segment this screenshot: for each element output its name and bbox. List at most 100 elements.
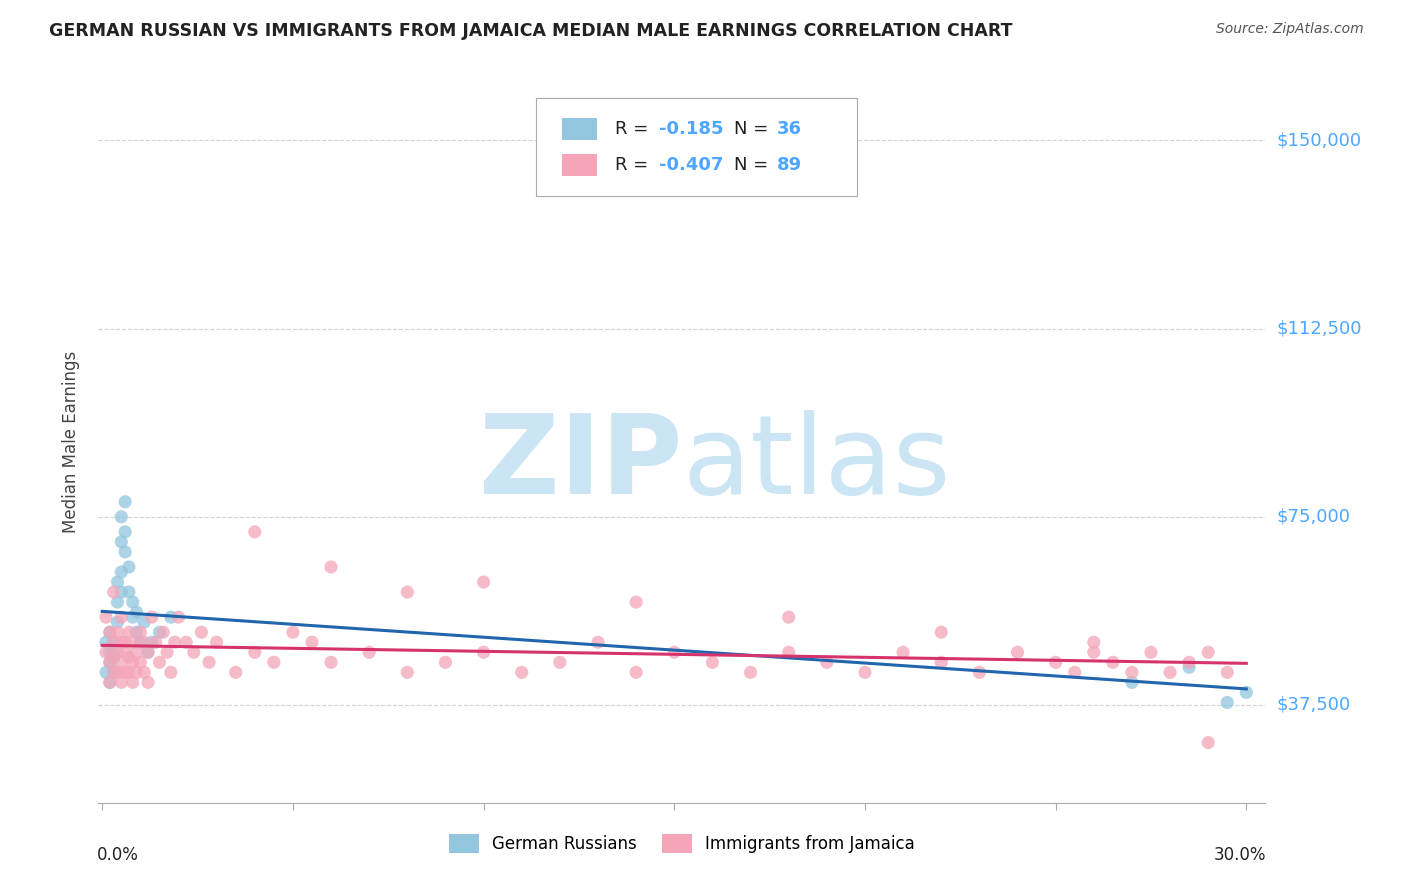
Point: [624, 595, 647, 609]
Point: [110, 509, 132, 524]
Point: [129, 635, 152, 649]
Point: [118, 560, 141, 574]
Text: N =: N =: [734, 120, 775, 137]
Point: [114, 645, 136, 659]
FancyBboxPatch shape: [536, 98, 858, 196]
Point: [136, 645, 159, 659]
Point: [1121, 675, 1143, 690]
Point: [1007, 645, 1029, 659]
Point: [121, 635, 143, 649]
Point: [160, 665, 183, 680]
Text: -0.407: -0.407: [658, 156, 723, 174]
Point: [1197, 735, 1219, 749]
Point: [163, 635, 186, 649]
Point: [929, 655, 952, 669]
Point: [110, 585, 132, 599]
FancyBboxPatch shape: [562, 118, 596, 139]
Point: [107, 574, 129, 589]
Point: [740, 665, 762, 680]
Point: [160, 610, 183, 624]
Text: atlas: atlas: [682, 409, 950, 516]
Point: [1083, 635, 1105, 649]
Point: [205, 635, 228, 649]
Point: [1102, 655, 1125, 669]
Point: [301, 635, 323, 649]
Point: [103, 585, 125, 599]
Point: [1083, 645, 1105, 659]
Point: [145, 635, 167, 649]
Point: [114, 524, 136, 539]
Point: [121, 595, 143, 609]
Point: [110, 534, 132, 549]
Point: [118, 585, 141, 599]
Point: [815, 655, 838, 669]
Point: [107, 665, 129, 680]
Point: [434, 655, 457, 669]
Legend: German Russians, Immigrants from Jamaica: German Russians, Immigrants from Jamaica: [441, 827, 922, 860]
Text: R =: R =: [616, 120, 654, 137]
Point: [94, 665, 117, 680]
Point: [148, 625, 170, 640]
Text: R =: R =: [616, 156, 654, 174]
Point: [110, 610, 132, 624]
Point: [121, 655, 143, 669]
Text: $150,000: $150,000: [1277, 131, 1361, 150]
Point: [472, 574, 495, 589]
Point: [114, 635, 136, 649]
Point: [472, 645, 495, 659]
Point: [98, 625, 121, 640]
Point: [319, 560, 342, 574]
Point: [98, 655, 121, 669]
Point: [118, 665, 141, 680]
Point: [1140, 645, 1163, 659]
Point: [134, 665, 156, 680]
Point: [125, 645, 148, 659]
Point: [1121, 665, 1143, 680]
Point: [1178, 655, 1201, 669]
Y-axis label: Median Male Earnings: Median Male Earnings: [62, 351, 80, 533]
Text: 0.0%: 0.0%: [97, 847, 139, 864]
Point: [156, 645, 179, 659]
Point: [1216, 665, 1239, 680]
Point: [664, 645, 686, 659]
Text: Source: ZipAtlas.com: Source: ZipAtlas.com: [1216, 22, 1364, 37]
Point: [98, 645, 121, 659]
Point: [121, 610, 143, 624]
Point: [125, 665, 148, 680]
Point: [110, 655, 132, 669]
Point: [891, 645, 914, 659]
Point: [1045, 655, 1067, 669]
Point: [198, 655, 221, 669]
Point: [125, 605, 148, 619]
Point: [1063, 665, 1085, 680]
Point: [510, 665, 533, 680]
Point: [702, 655, 724, 669]
Point: [103, 665, 125, 680]
Point: [107, 625, 129, 640]
Point: [183, 645, 205, 659]
Point: [129, 625, 152, 640]
Point: [103, 650, 125, 665]
Point: [94, 645, 117, 659]
Point: [107, 645, 129, 659]
Point: [134, 635, 156, 649]
Point: [243, 524, 266, 539]
Point: [148, 655, 170, 669]
Point: [98, 655, 121, 669]
Point: [1234, 685, 1257, 699]
Point: [98, 675, 121, 690]
Point: [929, 625, 952, 640]
Point: [110, 635, 132, 649]
Point: [225, 665, 247, 680]
Text: GERMAN RUSSIAN VS IMMIGRANTS FROM JAMAICA MEDIAN MALE EARNINGS CORRELATION CHART: GERMAN RUSSIAN VS IMMIGRANTS FROM JAMAIC…: [49, 22, 1012, 40]
Point: [114, 665, 136, 680]
Text: $112,500: $112,500: [1277, 319, 1362, 338]
Point: [110, 675, 132, 690]
Point: [103, 635, 125, 649]
Point: [319, 655, 342, 669]
Point: [103, 650, 125, 665]
Point: [1197, 645, 1219, 659]
FancyBboxPatch shape: [562, 154, 596, 176]
Text: $37,500: $37,500: [1277, 696, 1351, 714]
Point: [359, 645, 381, 659]
